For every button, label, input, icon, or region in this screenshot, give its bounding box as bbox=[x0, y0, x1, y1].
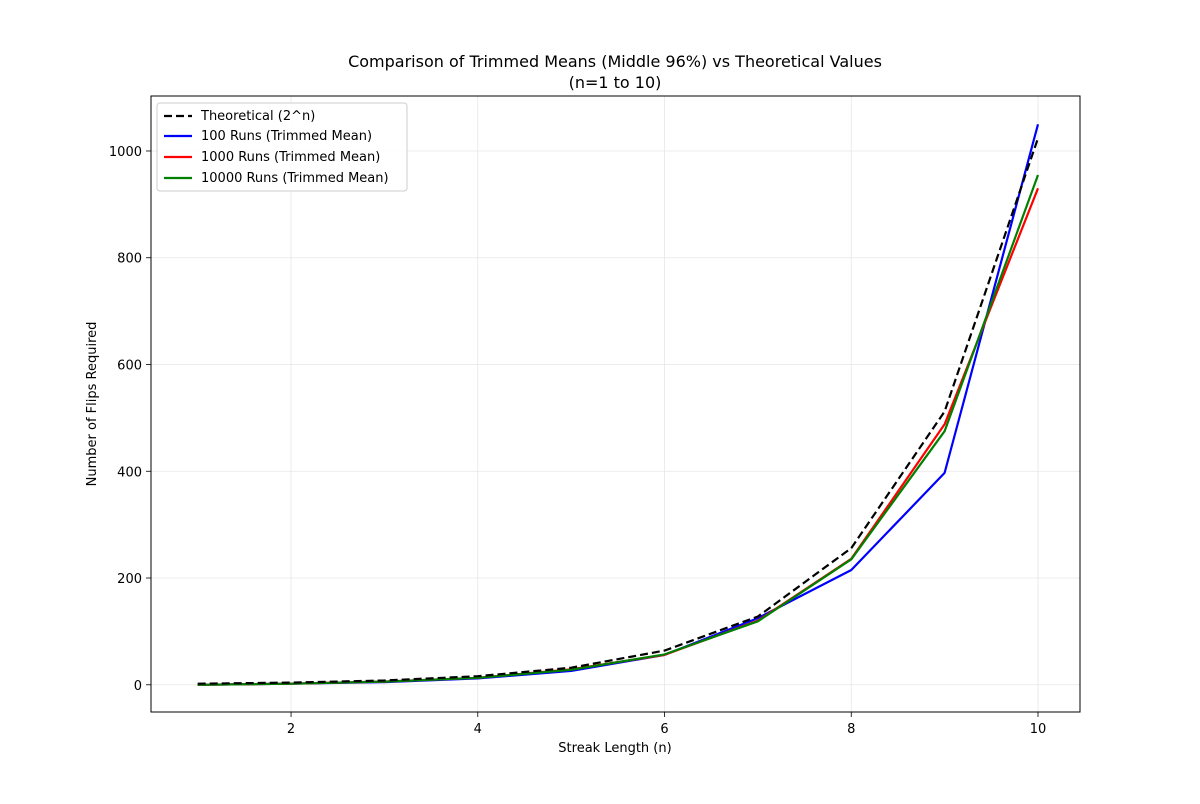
legend-label-100-runs: 100 Runs (Trimmed Mean) bbox=[201, 129, 372, 144]
axis-ticks: 2 4 6 8 10 0 200 400 600 800 1000 bbox=[109, 145, 1046, 737]
x-axis-label: Streak Length (n) bbox=[558, 741, 671, 756]
y-axis-label: Number of Flips Required bbox=[85, 322, 100, 487]
y-tick-label: 1000 bbox=[109, 145, 142, 160]
x-tick-label: 6 bbox=[660, 722, 668, 737]
y-tick-label: 200 bbox=[117, 572, 142, 587]
legend: Theoretical (2^n) 100 Runs (Trimmed Mean… bbox=[156, 102, 408, 192]
x-tick-label: 10 bbox=[1030, 722, 1047, 737]
grid bbox=[151, 96, 1080, 712]
legend-label-1000-runs: 1000 Runs (Trimmed Mean) bbox=[201, 150, 380, 165]
series-line-theoretical bbox=[197, 137, 1040, 685]
y-tick-label: 400 bbox=[117, 465, 142, 480]
legend-label-theoretical: Theoretical (2^n) bbox=[200, 109, 315, 124]
x-tick-label: 2 bbox=[287, 722, 295, 737]
legend-box bbox=[156, 102, 408, 192]
chart-subtitle: (n=1 to 10) bbox=[569, 73, 662, 92]
series-line-10000-runs bbox=[197, 174, 1040, 686]
y-tick-label: 600 bbox=[117, 358, 142, 373]
plot-frame bbox=[150, 95, 1081, 713]
x-tick-label: 8 bbox=[847, 722, 855, 737]
y-tick-label: 0 bbox=[134, 679, 142, 694]
chart-title: Comparison of Trimmed Means (Middle 96%)… bbox=[348, 52, 882, 71]
y-tick-label: 800 bbox=[117, 252, 142, 267]
x-tick-label: 4 bbox=[474, 722, 482, 737]
legend-label-10000-runs: 10000 Runs (Trimmed Mean) bbox=[201, 171, 389, 186]
series-lines bbox=[197, 124, 1040, 686]
